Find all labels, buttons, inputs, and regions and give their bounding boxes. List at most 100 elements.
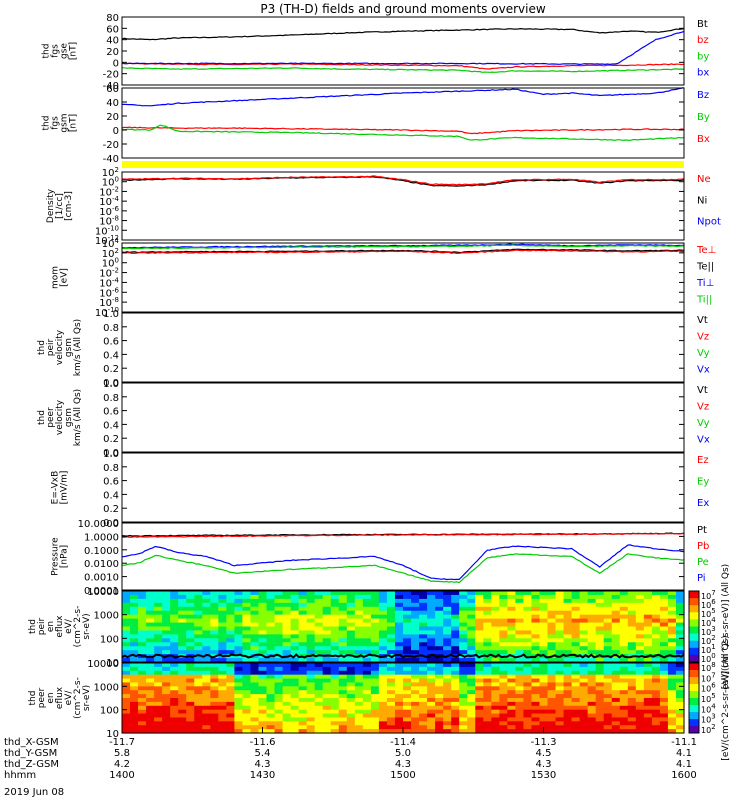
legend-entry: Bx — [697, 134, 710, 145]
legend-entry: Pb — [697, 541, 709, 552]
series-fgs-gsm-Bx — [121, 126, 685, 135]
ylabel-line: [nT] — [69, 114, 79, 132]
plot-date: 2019 Jun 08 — [4, 787, 64, 798]
colorbar-tick: 105 — [701, 607, 716, 619]
ylabel-line: gsm — [64, 408, 74, 427]
colorbar-tick: 106 — [701, 682, 716, 694]
legend-entry: Ez — [697, 455, 709, 466]
ytick-label: 10000 — [87, 659, 119, 670]
colorbar-segment — [689, 726, 699, 734]
xaxis-value: -11.7 — [109, 737, 135, 748]
ylabel-line: km/s (All Qs) — [73, 319, 83, 376]
legend-entry: by — [697, 51, 709, 62]
ytick-label: 10-4 — [99, 195, 119, 208]
ylabel-line: peir — [37, 617, 47, 635]
colorbar-segment — [689, 670, 699, 678]
ylabel-line: eV/ — [64, 618, 74, 634]
legend-entry: Pt — [697, 525, 707, 536]
colorbar-segment — [689, 619, 699, 627]
xaxis-value: -11.6 — [250, 737, 276, 748]
ylabel-line: velocity — [55, 399, 65, 435]
ytick-label: 0.0 — [103, 448, 119, 459]
series-fgs-gse-bz — [121, 62, 685, 70]
series-fgs-gsm-Bz — [121, 87, 685, 107]
ytick-label: 1.0 — [103, 379, 119, 390]
xaxis-value: 1530 — [531, 770, 556, 781]
ytick-label: 10-6 — [99, 286, 119, 299]
ytick-label: -40 — [103, 81, 119, 92]
x-axis: -11.75.84.21400-11.65.44.31430-11.45.04.… — [4, 727, 697, 798]
ytick-label: 20 — [106, 112, 119, 123]
series-fgs-gsm-By — [121, 124, 685, 142]
panel-frame — [121, 171, 685, 241]
ytick-label: 0.4 — [103, 490, 119, 501]
ytick-label: 100 — [100, 706, 119, 717]
xaxis-value: -11.1 — [671, 737, 697, 748]
panel-frame — [121, 522, 685, 591]
colorbar-label: [eV/(cm^2-s-sr-eV)] (All Qs) — [721, 635, 731, 760]
colorbar-segment — [689, 691, 699, 699]
ylabel-line: eflux — [55, 615, 65, 638]
ytick-label: 100 — [102, 257, 119, 270]
ylabel-line: en — [46, 692, 56, 703]
ytick-label: 0.8 — [103, 323, 119, 334]
ytick-label: 10-6 — [99, 205, 119, 218]
ytick-label: 0.1000 — [84, 546, 119, 557]
series-moments-temp-Ti|| — [121, 244, 685, 250]
colorbar-segment — [689, 677, 699, 685]
colorbar-segment — [689, 598, 699, 606]
ylabel-line: [1/cc] — [55, 193, 65, 219]
ytick-label: 10000 — [87, 587, 119, 598]
legend-entry: Vy — [697, 418, 710, 429]
ytick-label: 10-8 — [99, 296, 119, 309]
series-pressure-Pi — [121, 544, 685, 581]
panel-frame — [121, 87, 685, 159]
ytick-label: 0.0010 — [84, 573, 119, 584]
ytick-label: 10 — [106, 729, 119, 740]
xaxis-value: 1500 — [390, 770, 415, 781]
xaxis-row-label: thd_Y-GSM — [4, 748, 57, 759]
ytick-label: 0.6 — [103, 477, 119, 488]
ylabel-line: eflux — [55, 686, 65, 709]
ytick-label: 100 — [100, 634, 119, 645]
ylabel-line: thd — [28, 619, 38, 634]
ytick-label: -20 — [103, 140, 119, 151]
legend-entry: Vy — [697, 348, 710, 359]
colorbar-segment — [689, 712, 699, 720]
ylabel-line: peer — [37, 687, 47, 708]
ytick-label: 100 — [102, 176, 119, 189]
panel-frame — [121, 242, 685, 313]
ylabel-line: peer — [46, 407, 56, 428]
xaxis-value: 4.3 — [255, 759, 271, 770]
ylabel-line: gsm — [64, 338, 74, 357]
series-density-Ne — [121, 175, 685, 186]
ylabel-line: E=-VxB — [51, 471, 61, 505]
legend-entry: Npot — [697, 217, 721, 228]
panel-peir-en-eflux: 10000 1000 100 10 thd peir en eflux eV/(cm^2-s-s… — [28, 564, 731, 689]
ytick-label: 10-2 — [99, 185, 119, 198]
ytick-label: 1000 — [94, 682, 119, 693]
legend-entry: Vt — [697, 385, 708, 396]
panel-peir-velocity: 1.0 0.8 0.6 0.4 0.2 0.0 thd peir velocity gsm km/s… — [37, 309, 710, 389]
legend-entry: Ti|| — [696, 294, 712, 305]
panel-frame — [121, 590, 685, 663]
ytick-label: 0.2 — [103, 434, 119, 445]
xaxis-value: -11.3 — [531, 737, 557, 748]
xaxis-value: 5.0 — [395, 748, 411, 759]
colorbar-segment — [689, 647, 699, 656]
ytick-label: 10-12 — [95, 234, 119, 247]
ytick-label: 10 — [106, 658, 119, 669]
ylabel-line: Pressure — [51, 537, 61, 576]
ytick-label: 60 — [106, 84, 119, 95]
ytick-label: 0.8 — [103, 463, 119, 474]
panel-frame — [121, 452, 685, 523]
xaxis-value: 4.5 — [536, 748, 552, 759]
colorbar-segment — [689, 663, 699, 671]
xaxis-value: 1430 — [250, 770, 275, 781]
panel-peer-en-eflux: 10000 1000 100 10 thd peer en eflux eV/(cm^2-s-s… — [28, 635, 731, 760]
ylabel-line: Density — [46, 188, 56, 223]
legend-entry: Ex — [697, 498, 709, 509]
colorbar-segment — [689, 626, 699, 635]
